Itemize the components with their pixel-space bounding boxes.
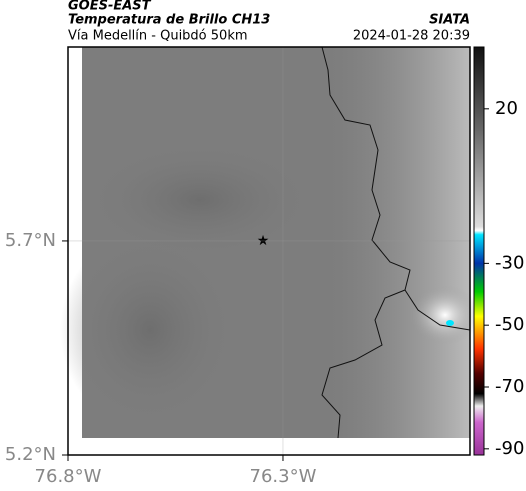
border	[321, 46, 471, 331]
map-frame	[67, 46, 471, 456]
cloud-shade	[330, 47, 470, 438]
title: GOES-EAST	[68, 0, 152, 14]
border	[321, 289, 406, 439]
y-tick-label: 5.2°N	[5, 444, 56, 465]
cloud-shade	[80, 140, 320, 260]
colorbar-tick-label: -90	[495, 438, 524, 459]
y-tick-label: 5.7°N	[5, 230, 56, 251]
colorbar	[473, 46, 485, 456]
colorbar-tick-label: -30	[495, 252, 524, 273]
colorbar-tick-label: -70	[495, 376, 524, 397]
timestamp: 2024-01-28 20:39	[353, 29, 470, 44]
x-tick-label: 76.8°W	[35, 466, 102, 487]
subtitle: Temperatura de Brillo CH13	[68, 13, 270, 28]
cold-top	[446, 320, 454, 326]
colorbar-tick-label: -50	[495, 314, 524, 335]
cloud-shade	[60, 230, 240, 430]
x-tick-label: 76.3°W	[250, 466, 317, 487]
region: Vía Medellín - Quibdó 50km	[68, 29, 248, 44]
source: SIATA	[429, 13, 470, 28]
cloud-bright	[410, 285, 480, 345]
colorbar-tick-label: 20	[495, 98, 518, 119]
